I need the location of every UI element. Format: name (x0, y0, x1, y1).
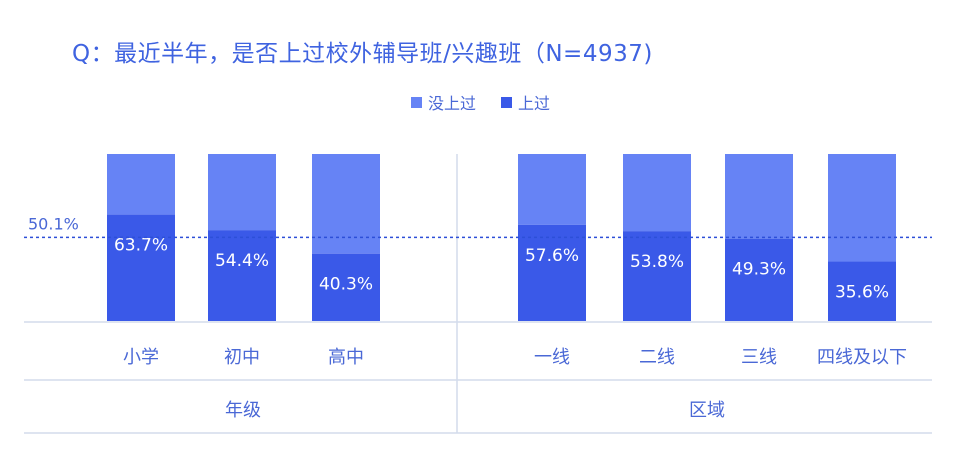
bar-not-attended (312, 154, 380, 254)
legend-label-attended: 上过 (518, 94, 551, 113)
legend-swatch-attended (501, 97, 513, 108)
legend-label-not-attended: 没上过 (427, 94, 476, 113)
bar-attended (725, 238, 793, 321)
bar-value-label: 54.4% (215, 251, 269, 271)
reference-line-label: 50.1% (28, 214, 79, 233)
bar-value-label: 49.3% (732, 260, 786, 280)
legend-swatch-not-attended (410, 97, 422, 108)
group-label: 区域 (689, 400, 725, 421)
category-label: 小学 (123, 347, 159, 368)
bar-not-attended (107, 154, 175, 215)
bar-attended (518, 224, 586, 321)
bar-value-label: 40.3% (319, 275, 373, 295)
bar-attended (208, 230, 276, 321)
legend-item-not-attended[interactable]: 没上过 (410, 90, 476, 114)
legend: 没上过 上过 (0, 90, 961, 114)
chart-title: Q：最近半年，是否上过校外辅导班/兴趣班（N=4937) (72, 41, 653, 67)
bar-attended (312, 253, 380, 321)
group-label: 年级 (225, 400, 261, 421)
bar-not-attended (518, 154, 586, 225)
bar-value-label: 35.6% (835, 283, 889, 303)
legend-item-attended[interactable]: 上过 (501, 90, 550, 114)
category-label: 四线及以下 (817, 347, 907, 368)
category-label: 高中 (328, 347, 364, 368)
bar-value-label: 57.6% (525, 246, 579, 266)
category-label: 三线 (741, 347, 777, 368)
bar-value-label: 63.7% (114, 236, 168, 256)
bar-value-label: 53.8% (630, 252, 684, 272)
category-label: 一线 (534, 347, 570, 368)
category-label: 初中 (224, 347, 260, 368)
bar-attended (828, 261, 896, 321)
bar-not-attended (208, 154, 276, 231)
bar-not-attended (725, 154, 793, 239)
bar-attended (623, 231, 691, 321)
category-label: 二线 (639, 347, 675, 368)
bar-not-attended (623, 154, 691, 232)
bar-not-attended (828, 154, 896, 262)
bar-attended (107, 214, 175, 321)
